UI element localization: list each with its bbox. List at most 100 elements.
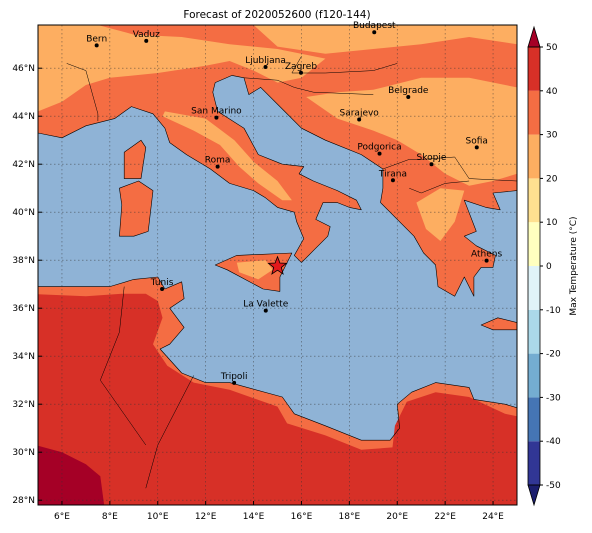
city-dot <box>429 162 434 167</box>
colorbar-segment <box>528 178 540 223</box>
city-dot <box>263 65 268 69</box>
colorbar-tick-label: -20 <box>546 350 561 360</box>
colorbar-segment <box>528 353 540 398</box>
city-dot <box>160 287 165 291</box>
city-label: Sofia <box>466 136 488 146</box>
city-dot <box>232 380 237 385</box>
x-tick-label: 18°E <box>339 512 361 522</box>
colorbar-segment <box>528 441 540 485</box>
border <box>409 180 470 194</box>
city-dot <box>484 258 489 263</box>
sardinia-coast <box>119 180 154 237</box>
city-label: Sarajevo <box>340 109 380 119</box>
colorbar-tick-label: -30 <box>546 393 561 403</box>
colorbar-label: Max Temperature (°C) <box>569 216 579 315</box>
y-tick-label: 44°N <box>12 112 35 122</box>
y-tick-label: 38°N <box>12 256 35 266</box>
colorbar-segment <box>528 222 540 266</box>
sicily-light <box>236 260 273 280</box>
colorbar-tick-label: 40 <box>546 87 558 97</box>
city-dot <box>215 164 220 169</box>
border <box>100 286 147 446</box>
city-label: Bern <box>86 34 107 44</box>
colorbar: -50 -40 -30 -20 -10 0 10 20 30 40 50 Max Temperatur… <box>527 25 579 507</box>
colorbar-segment <box>528 266 540 310</box>
corsica-coast <box>123 139 147 179</box>
city-label: Belgrade <box>388 86 429 96</box>
border <box>291 56 398 74</box>
y-tick-label: 34°N <box>12 352 35 362</box>
border <box>382 156 517 182</box>
north-light <box>253 25 517 54</box>
colorbar-tick-label: -40 <box>546 437 561 447</box>
sardinia <box>119 181 153 237</box>
colorbar-tick-label: -50 <box>546 481 561 491</box>
city-label: Vaduz <box>133 30 160 40</box>
city-dot <box>214 115 219 120</box>
colorbar-segment <box>528 47 540 91</box>
x-tick-label: 16°E <box>291 512 313 522</box>
apennines <box>162 111 292 201</box>
colorbar-over <box>527 25 541 48</box>
balkans <box>306 77 517 186</box>
africa-coast <box>38 276 517 441</box>
colorbar-tick-label: 10 <box>546 218 558 228</box>
city-label: La Valette <box>243 300 288 310</box>
sicily-coast <box>214 252 293 292</box>
colorbar-tick-label: 50 <box>546 43 558 53</box>
x-tick-label: 24°E <box>482 512 504 522</box>
colorbar-tick-label: 20 <box>546 174 558 184</box>
title: Forecast of 2020052600 (f120-144) <box>183 9 370 21</box>
city-label: Zagreb <box>285 62 317 72</box>
colorbar-tick-label: -10 <box>546 306 561 316</box>
city-label: Athens <box>471 250 502 260</box>
city-label: San Marino <box>191 107 242 117</box>
city-label: Skopje <box>417 153 447 163</box>
africa-hot <box>38 293 517 505</box>
city-label: Ljubljana <box>245 56 286 66</box>
crete <box>481 317 517 330</box>
city-label: Roma <box>205 156 231 166</box>
y-tick-label: 40°N <box>12 208 35 218</box>
y-tick-label: 42°N <box>12 160 35 170</box>
x-tick-label: 20°E <box>386 512 408 522</box>
y-tick-label: 30°N <box>12 448 35 458</box>
colorbar-segment <box>528 309 540 354</box>
colorbar-segment <box>528 134 540 179</box>
city-dot <box>474 145 479 150</box>
city-dot <box>377 151 382 156</box>
x-tick-label: 8°E <box>102 512 118 522</box>
colorbar-tick-label: 30 <box>546 131 558 141</box>
city-dot <box>94 43 99 48</box>
border <box>66 63 99 121</box>
city-label: Tripoli <box>220 372 248 382</box>
greece-light <box>416 188 465 241</box>
colorbar-segment <box>528 90 540 135</box>
alps <box>38 25 326 112</box>
city-dot <box>298 70 303 75</box>
africa-hottest <box>38 445 105 505</box>
city-label: Tunis <box>150 278 174 288</box>
y-tick-label: 46°N <box>12 64 35 74</box>
x-tick-label: 22°E <box>434 512 456 522</box>
city-label: Podgorica <box>357 143 401 153</box>
y-tick-label: 32°N <box>12 400 35 410</box>
city-dot <box>144 38 149 43</box>
map <box>38 25 517 505</box>
city-dot <box>390 178 395 183</box>
city-dot <box>263 308 268 313</box>
colorbar-tick-label: 0 <box>546 262 552 272</box>
city-dot <box>357 117 362 122</box>
city-dot <box>406 95 411 99</box>
city-dot <box>372 30 377 35</box>
corsica <box>124 140 146 179</box>
city-label: Budapest <box>353 21 396 31</box>
colorbar-under <box>527 484 541 507</box>
colorbar-segment <box>528 397 540 442</box>
x-tick-label: 14°E <box>243 512 265 522</box>
europe-coast <box>38 25 517 297</box>
map-frame <box>37 24 518 506</box>
event-marker <box>267 255 288 275</box>
